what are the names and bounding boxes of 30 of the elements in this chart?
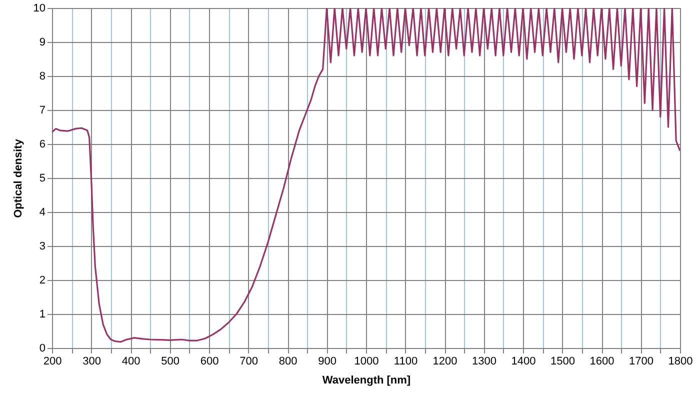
y-tick-label: 1 (39, 308, 46, 320)
x-tick-label: 1300 (472, 356, 496, 368)
y-tick-label: 0 (39, 342, 46, 354)
y-tick-label: 3 (39, 240, 46, 252)
x-tick-label: 200 (43, 356, 62, 368)
y-tick-label: 6 (39, 138, 46, 150)
x-tick-label: 1200 (432, 356, 458, 368)
y-tick-label: 4 (39, 206, 46, 218)
y-tick-label: 8 (39, 70, 46, 82)
y-axis-title: Optical density (12, 138, 24, 218)
x-tick-label: 400 (122, 356, 140, 368)
x-tick-label: 1500 (550, 356, 575, 368)
y-tick-label: 7 (39, 104, 46, 116)
x-axis-title: Wavelength [nm] (322, 374, 411, 386)
x-tick-label: 1100 (394, 356, 418, 368)
x-tick-label: 1000 (354, 356, 379, 368)
x-tick-label: 300 (82, 356, 101, 368)
y-tick-label: 9 (39, 36, 46, 48)
x-tick-label: 700 (240, 356, 258, 368)
x-tick-label: 900 (318, 356, 336, 368)
y-tick-label: 2 (39, 274, 46, 286)
y-tick-label: 10 (33, 2, 46, 14)
x-tick-label: 1800 (668, 356, 693, 368)
x-tick-label: 500 (161, 356, 180, 368)
y-tick-label: 5 (39, 172, 46, 184)
x-tick-label: 1400 (511, 356, 536, 368)
x-tick-label: 1700 (629, 356, 654, 368)
x-tick-label: 800 (278, 356, 298, 368)
x-tick-label: 600 (200, 356, 219, 368)
x-tick-label: 1600 (590, 356, 614, 368)
